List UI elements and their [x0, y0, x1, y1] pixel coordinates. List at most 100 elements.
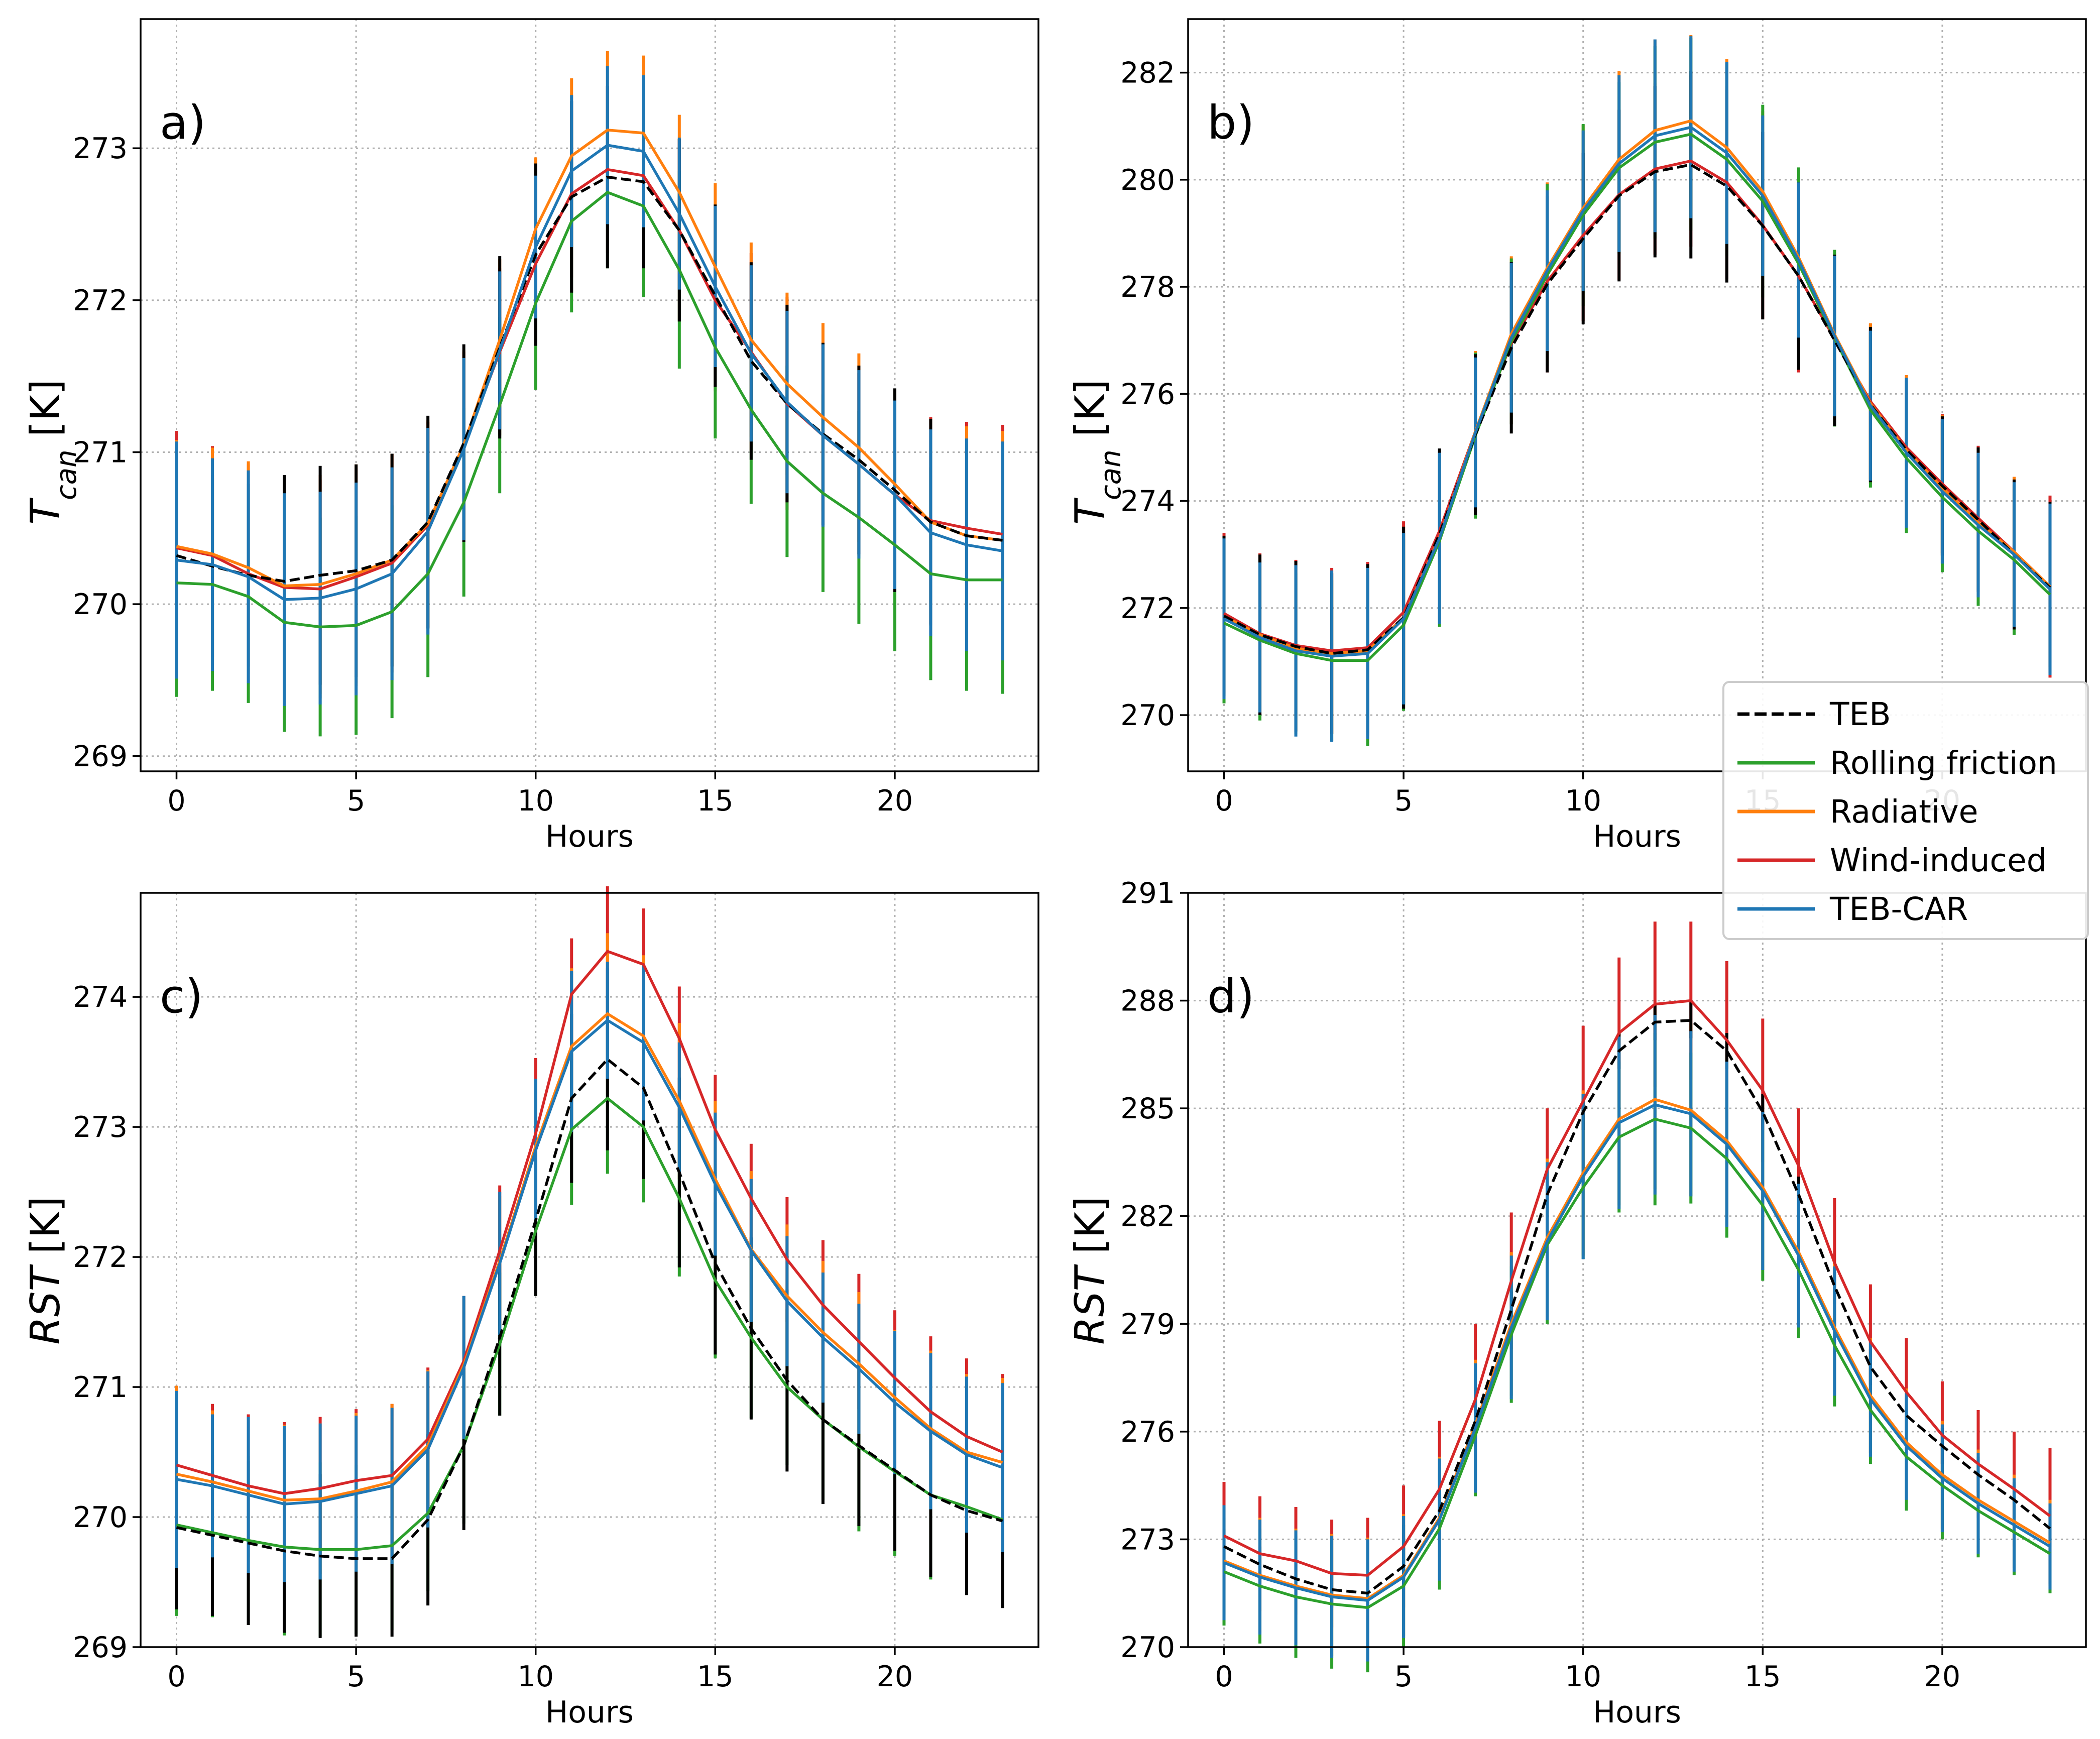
plot-frame [140, 18, 1039, 772]
panel-label: d) [1207, 970, 1254, 1023]
y-tick-label: 276 [1120, 378, 1175, 411]
line-teb-car [1223, 126, 2051, 658]
panel-b: Hours Tcan [K] 0510152027027227427627828… [1067, 18, 2087, 854]
legend-frame [1722, 681, 2089, 940]
y-axis-label: RST [K] [22, 1196, 69, 1345]
y-tick-label: 278 [1120, 271, 1175, 304]
y-axis-label-main: T [1067, 497, 1113, 525]
panel-label: b) [1207, 96, 1254, 150]
y-tick-label: 276 [1120, 1416, 1175, 1449]
x-tick-label: 5 [347, 1660, 365, 1693]
legend-label: TEB-CAR [1829, 891, 1968, 928]
legend-entry-radiative: Radiative [1737, 793, 1978, 830]
x-tick-label: 0 [1215, 784, 1233, 818]
legend-entry-teb: TEB [1737, 696, 1891, 733]
plot-frame [1187, 18, 2087, 772]
line-teb-car [176, 1018, 1003, 1505]
line-rolling-friction [176, 1096, 1003, 1551]
y-tick-label: 272 [73, 1241, 128, 1274]
y-axis-label-unit: [K] [22, 1196, 69, 1266]
x-tick-label: 0 [1215, 1660, 1233, 1693]
x-tick-label: 0 [167, 1660, 185, 1693]
grid [1188, 19, 2086, 771]
line-radiative [176, 129, 1003, 588]
legend-entry-wind-induced: Wind-induced [1737, 842, 2047, 879]
y-tick-label: 273 [73, 1111, 128, 1144]
legend-label: Rolling friction [1830, 745, 2057, 781]
y-axis-label-main: RST [22, 1263, 69, 1344]
line-rolling-friction [176, 190, 1003, 629]
x-axis-label: Hours [1593, 819, 1681, 854]
x-tick-label: 10 [517, 1660, 554, 1693]
y-tick-label: 274 [1120, 485, 1175, 518]
x-tick-label: 0 [167, 784, 185, 818]
y-tick-label: 273 [1120, 1523, 1175, 1556]
line-wind-induced [1223, 999, 2051, 1577]
legend-entry-rolling-friction: Rolling friction [1737, 745, 2057, 781]
legend-label: TEB [1829, 696, 1891, 733]
legend-label: Radiative [1830, 793, 1978, 830]
y-axis-label-unit: [K] [22, 379, 69, 449]
line-rolling-friction [1223, 133, 2051, 662]
y-axis-label-unit: [K] [1067, 1196, 1113, 1266]
y-axis-label-main: RST [1067, 1263, 1113, 1344]
legend: TEB Rolling friction Radiative Wind-induced… [1722, 681, 2089, 940]
y-tick-label: 273 [73, 132, 128, 165]
y-axis-label-subscript: can [50, 449, 83, 500]
x-tick-label: 10 [1565, 784, 1601, 818]
x-tick-label: 10 [517, 784, 554, 818]
y-tick-label: 288 [1120, 985, 1175, 1018]
line-teb [176, 1057, 1003, 1560]
y-axis-label: RST [K] [1067, 1196, 1113, 1345]
x-tick-label: 5 [1394, 784, 1413, 818]
y-tick-label: 271 [73, 436, 128, 469]
line-teb [1223, 1019, 2051, 1595]
y-tick-label: 279 [1120, 1308, 1175, 1341]
legend-entry-teb-car: TEB-CAR [1737, 891, 1968, 928]
y-tick-label: 282 [1120, 1200, 1175, 1233]
y-tick-label: 270 [73, 1501, 128, 1534]
y-tick-label: 272 [1120, 592, 1175, 625]
x-tick-label: 15 [697, 1660, 734, 1693]
line-teb [176, 175, 1003, 583]
x-tick-label: 15 [697, 784, 734, 818]
y-tick-label: 272 [73, 284, 128, 317]
line-radiative [1223, 1098, 2051, 1600]
line-wind-induced [176, 950, 1003, 1495]
line-teb-car [1223, 1103, 2051, 1602]
y-tick-label: 270 [73, 588, 128, 621]
line-teb [1223, 163, 2051, 655]
y-tick-label: 270 [1120, 699, 1175, 732]
y-tick-label: 291 [1120, 877, 1175, 910]
x-tick-label: 5 [347, 784, 365, 818]
panel-c: Hours RST [K] 0 5 10 15 20 269 270 271 272 273 274… [22, 886, 1039, 1730]
line-radiative [176, 1012, 1003, 1502]
y-tick-label: 269 [73, 740, 128, 773]
panel-label: a) [160, 96, 206, 150]
panel-d: Hours RST [K] 0 5 10 15 20 270 273 276 279 282 285… [1067, 877, 2087, 1730]
legend-label: Wind-induced [1830, 842, 2047, 879]
y-tick-label: 270 [1120, 1631, 1175, 1664]
y-axis-label-unit: [K] [1067, 379, 1113, 449]
y-axis-label: Tcan [K] [22, 379, 83, 525]
y-axis-label-subscript: can [1095, 449, 1127, 500]
x-axis-label: Hours [1593, 1695, 1681, 1730]
y-tick-label: 269 [73, 1631, 128, 1664]
x-tick-label: 20 [877, 784, 913, 818]
line-wind-induced [1223, 159, 2051, 652]
y-tick-label: 282 [1120, 57, 1175, 90]
line-teb-car [176, 144, 1003, 601]
y-tick-label: 274 [73, 981, 128, 1014]
panel-a: Hours Tcan [K] 0 5 10 15 20 269 270 271 272 273 a) [22, 18, 1039, 854]
plot-frame [140, 892, 1039, 1648]
x-tick-label: 5 [1394, 1660, 1413, 1693]
plot-frame [1187, 892, 2087, 1648]
x-tick-label: 20 [877, 1660, 913, 1693]
panel-label: c) [160, 970, 203, 1023]
x-tick-label: 10 [1565, 1660, 1601, 1693]
y-tick-label: 271 [73, 1371, 128, 1404]
y-axis-label: Tcan [K] [1067, 379, 1127, 525]
y-tick-label: 285 [1120, 1092, 1175, 1125]
x-tick-label: 15 [1744, 1660, 1781, 1693]
